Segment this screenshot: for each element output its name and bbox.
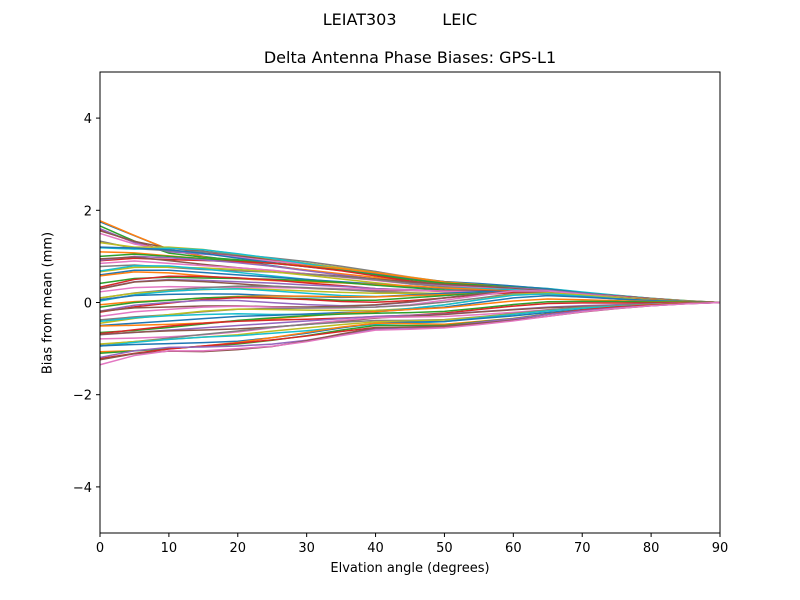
- y-tick-label: 4: [84, 112, 92, 127]
- y-tick-label: −4: [73, 481, 92, 496]
- data-series-line: [99, 228, 721, 304]
- x-tick-label: 40: [367, 541, 384, 556]
- chart-title: Delta Antenna Phase Biases: GPS-L1: [263, 48, 557, 67]
- x-tick-label: 80: [643, 541, 660, 556]
- y-tick-label: 2: [84, 204, 92, 219]
- data-series-line: [99, 230, 721, 304]
- y-tick-label: −2: [73, 389, 92, 404]
- y-tick-label: 0: [84, 297, 92, 312]
- data-lines: [99, 220, 721, 366]
- x-tick-label: 90: [712, 541, 729, 556]
- y-axis-ticks: −4 −2 0 2 4: [73, 112, 100, 496]
- x-tick-label: 70: [574, 541, 591, 556]
- data-series-line: [99, 301, 721, 366]
- figure-suptitle: LEIAT303 LEIC: [322, 10, 478, 29]
- x-axis-label: Elvation angle (degrees): [330, 561, 490, 576]
- x-tick-label: 30: [298, 541, 315, 556]
- x-tick-label: 60: [505, 541, 522, 556]
- x-axis-ticks: 0 10 20 30 40 50 60 70 80 90: [96, 533, 728, 556]
- x-tick-label: 50: [436, 541, 453, 556]
- x-tick-label: 20: [230, 541, 247, 556]
- x-tick-label: 10: [161, 541, 178, 556]
- x-tick-label: 0: [96, 541, 104, 556]
